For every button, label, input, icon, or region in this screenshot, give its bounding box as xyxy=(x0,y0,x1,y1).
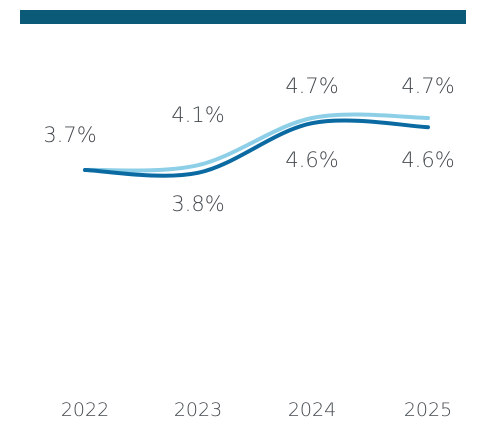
x-tick-label: 2022 xyxy=(61,399,109,421)
series-line-lower xyxy=(83,118,430,178)
data-label: 3.8% xyxy=(171,192,224,216)
header-bar xyxy=(20,10,466,24)
x-tick-label: 2025 xyxy=(404,399,452,421)
data-label: 4.7% xyxy=(401,74,454,98)
data-label: 3.7% xyxy=(43,123,96,147)
data-labels: 3.7% 4.1% 4.7% 4.7% 3.8% 4.6% 4.6% xyxy=(43,74,454,216)
x-tick-label: 2024 xyxy=(288,399,336,421)
data-label: 4.1% xyxy=(171,103,224,127)
series-line-upper xyxy=(83,112,430,173)
series-lines xyxy=(83,112,430,178)
data-label: 4.6% xyxy=(285,148,338,172)
data-label: 4.6% xyxy=(401,148,454,172)
x-tick-label: 2023 xyxy=(174,399,222,421)
x-axis-ticks: 2022 2023 2024 2025 xyxy=(61,399,452,421)
data-label: 4.7% xyxy=(285,74,338,98)
